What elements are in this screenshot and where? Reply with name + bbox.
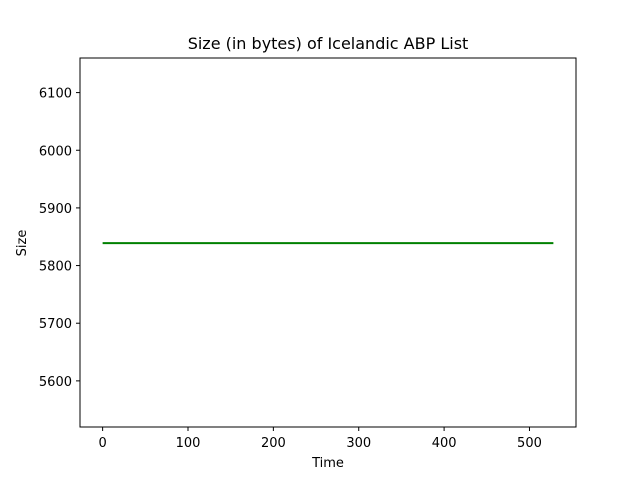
y-tick-label: 5800 [39,260,72,275]
y-tick-label: 5700 [39,317,72,332]
y-tick-label: 6000 [39,144,72,159]
x-tick-label: 500 [517,436,542,451]
x-tick-label: 400 [432,436,457,451]
x-tick-label: 100 [176,436,201,451]
x-axis-label: Time [311,456,344,471]
x-tick-label: 300 [346,436,371,451]
plot-frame [79,57,577,428]
y-tick-label: 6100 [39,87,72,102]
y-tick-label: 5900 [39,202,72,217]
y-axis-label: Size [15,230,30,257]
x-tick-label: 200 [261,436,286,451]
x-tick-label: 0 [98,436,106,451]
chart-title: Size (in bytes) of Icelandic ABP List [188,34,469,53]
x-axis-ticks: 0 100 200 300 400 500 [98,427,542,451]
y-tick-label: 5600 [39,375,72,390]
y-axis-ticks: 5600 5700 5800 5900 6000 6100 [39,87,80,390]
